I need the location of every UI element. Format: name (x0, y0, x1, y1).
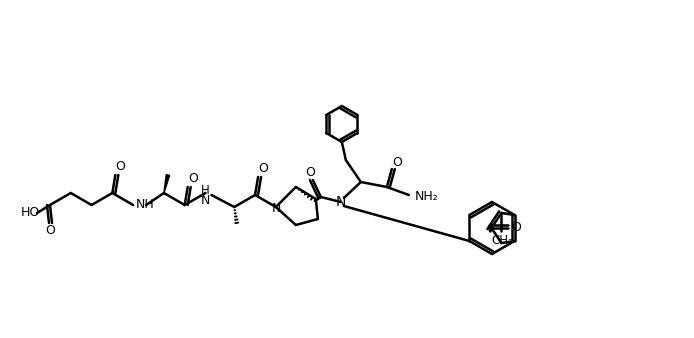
Text: CH₃: CH₃ (491, 235, 514, 247)
Polygon shape (164, 175, 169, 193)
Text: O: O (115, 161, 126, 173)
Text: HO: HO (20, 207, 40, 219)
Text: NH: NH (136, 198, 155, 212)
Text: O: O (305, 166, 315, 178)
Text: O: O (45, 224, 55, 238)
Text: N: N (201, 193, 210, 207)
Text: O: O (188, 172, 198, 186)
Text: O: O (511, 221, 520, 234)
Text: N: N (272, 201, 282, 215)
Text: NH₂: NH₂ (415, 191, 439, 203)
Text: H: H (201, 185, 210, 197)
Text: O: O (258, 163, 268, 175)
Text: N: N (336, 195, 346, 209)
Text: O: O (392, 155, 402, 169)
